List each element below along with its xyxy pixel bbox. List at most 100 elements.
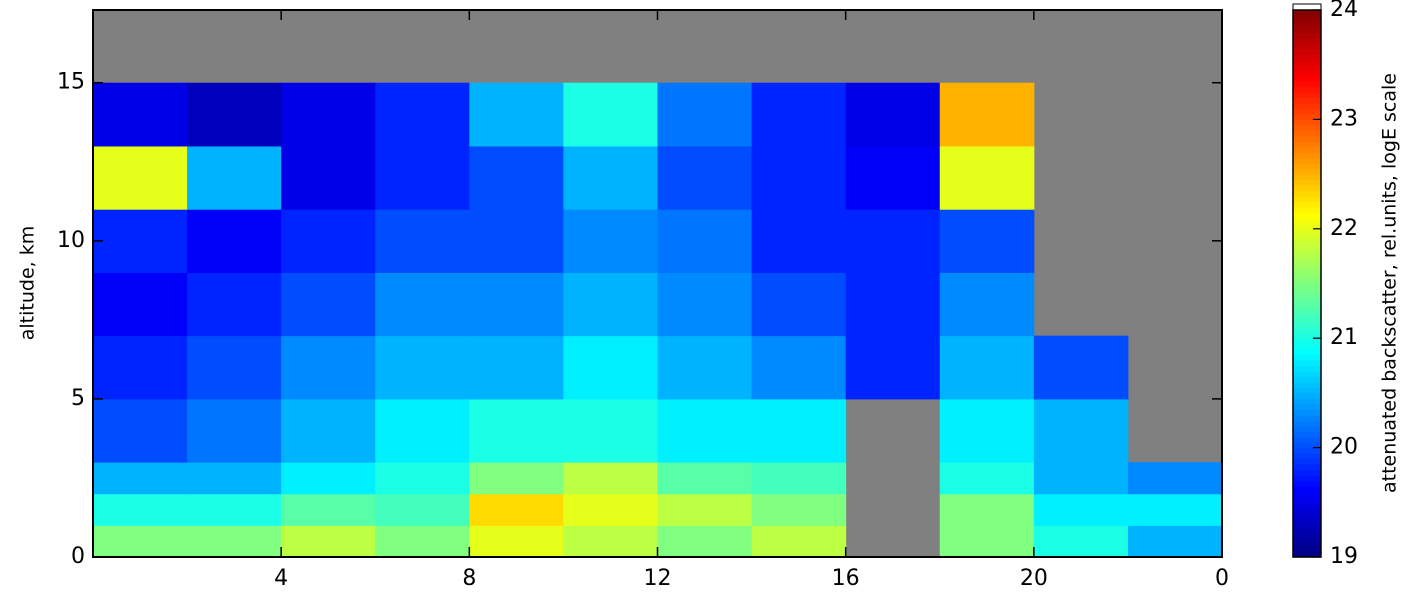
heatmap-cell <box>751 525 847 558</box>
colorbar-segment <box>1293 97 1321 104</box>
heatmap-cell <box>845 272 941 337</box>
colorbar-segment <box>1293 464 1321 471</box>
heatmap-cell <box>281 493 376 526</box>
heatmap-cell <box>657 462 753 495</box>
colorbar-tick-label: 24 <box>1330 0 1358 22</box>
colorbar-segment <box>1293 130 1321 137</box>
colorbar-segment <box>1293 343 1321 350</box>
heatmap-cell <box>1127 462 1223 495</box>
colorbar-segment <box>1293 299 1321 306</box>
heatmap-cell <box>281 272 376 337</box>
heatmap-cell <box>657 398 753 463</box>
heatmap-cell <box>751 82 847 147</box>
heatmap-cell <box>281 335 376 400</box>
colorbar-segment <box>1293 113 1321 120</box>
heatmap-cell <box>1033 398 1129 463</box>
colorbar-segment <box>1293 524 1321 531</box>
colorbar-segment <box>1293 278 1321 285</box>
heatmap-cell <box>657 82 753 147</box>
colorbar-segment <box>1293 20 1321 28</box>
heatmap-cell <box>657 335 753 400</box>
heatmap-cell <box>281 462 376 495</box>
heatmap-cell <box>751 145 847 210</box>
heatmap-cell <box>751 462 847 495</box>
colorbar-segment <box>1293 201 1321 208</box>
heatmap-cell <box>751 398 847 463</box>
colorbar-segment <box>1293 152 1321 159</box>
colorbar-tick-label: 23 <box>1330 106 1358 131</box>
heatmap-cell <box>939 272 1035 337</box>
heatmap-cell <box>187 272 282 337</box>
heatmap-cell <box>93 525 188 558</box>
colorbar-segment <box>1293 332 1321 339</box>
heatmap-cell <box>469 493 564 526</box>
colorbar-segment <box>1293 70 1321 77</box>
heatmap-cell <box>939 145 1035 210</box>
colorbar-segment <box>1293 442 1321 449</box>
colorbar-segment <box>1293 392 1321 399</box>
heatmap-cell <box>657 272 753 337</box>
colorbar-segment <box>1293 272 1321 279</box>
colorbar-segment <box>1293 387 1321 394</box>
x-tick-label: 12 <box>644 566 672 591</box>
colorbar-segment <box>1293 327 1321 334</box>
colorbar-segment <box>1293 15 1321 22</box>
heatmap-cell <box>563 82 658 147</box>
heatmap-cell <box>939 525 1035 558</box>
colorbar-segment <box>1293 81 1321 88</box>
colorbar-segment <box>1293 535 1321 542</box>
heatmap-cell <box>751 335 847 400</box>
heatmap-cell <box>845 209 941 273</box>
colorbar-tick-label: 19 <box>1330 544 1358 569</box>
colorbar-segment <box>1293 288 1321 296</box>
heatmap-cell <box>469 272 564 337</box>
heatmap-cell <box>1127 525 1223 558</box>
colorbar-frame <box>1292 9 1322 558</box>
heatmap-cell <box>939 493 1035 526</box>
heatmap-cell <box>845 145 941 210</box>
colorbar-segment <box>1293 206 1321 213</box>
colorbar-segment <box>1293 365 1321 372</box>
x-tick-label: 4 <box>274 566 288 591</box>
x-tick-label: 0 <box>1215 566 1229 591</box>
colorbar-segment <box>1293 267 1321 274</box>
heatmap-cell <box>657 493 753 526</box>
heatmap-cell <box>563 525 658 558</box>
colorbar-segment <box>1293 447 1321 454</box>
heatmap-cell <box>845 82 941 147</box>
colorbar-segment <box>1293 376 1321 383</box>
colorbar-segment <box>1293 540 1321 547</box>
colorbar-tick-label: 21 <box>1330 325 1358 350</box>
heatmap-cell <box>469 525 564 558</box>
heatmap-cell <box>375 462 470 495</box>
heatmap-cell <box>375 145 470 210</box>
colorbar-segment <box>1293 53 1321 60</box>
heatmap-cell <box>751 272 847 337</box>
heatmap-cell <box>469 462 564 495</box>
colorbar-segment <box>1293 485 1321 492</box>
heatmap-cell <box>657 525 753 558</box>
colorbar-segment <box>1293 529 1321 536</box>
colorbar-segment <box>1293 141 1321 148</box>
colorbar-segment <box>1293 228 1321 235</box>
colorbar-segment <box>1293 86 1321 93</box>
colorbar-label: attenuated backscatter, rel.units, logE … <box>1379 73 1401 493</box>
heatmap-cell <box>187 145 282 210</box>
colorbar-segment <box>1293 420 1321 427</box>
heatmap-cell <box>187 525 282 558</box>
colorbar-segment <box>1293 551 1321 558</box>
heatmap-cell <box>563 493 658 526</box>
colorbar-segment <box>1293 453 1321 460</box>
colorbar-segment <box>1293 212 1321 219</box>
colorbar-segment <box>1293 338 1321 345</box>
colorbar-segment <box>1293 163 1321 170</box>
colorbar-segment <box>1293 157 1321 164</box>
heatmap-cell <box>375 209 470 273</box>
heatmap-cell <box>939 209 1035 273</box>
colorbar-tick-label: 22 <box>1330 216 1358 241</box>
colorbar-segment <box>1293 119 1321 126</box>
heatmap-cell <box>187 82 282 147</box>
colorbar-segment <box>1293 108 1321 115</box>
heatmap-cell <box>657 209 753 273</box>
